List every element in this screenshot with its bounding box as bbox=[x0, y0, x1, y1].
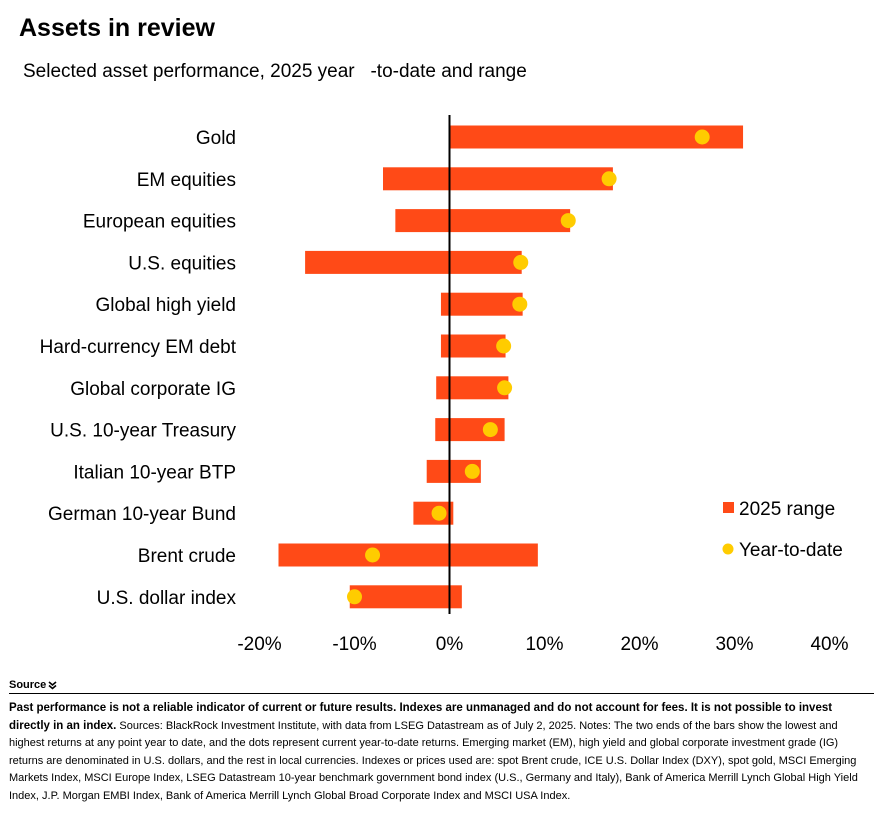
x-tick-label: 20% bbox=[620, 634, 658, 655]
x-tick-label: -20% bbox=[237, 634, 281, 655]
legend-label-range: 2025 range bbox=[739, 499, 835, 520]
category-label: European equities bbox=[83, 212, 236, 233]
range-bar bbox=[440, 292, 523, 316]
category-label: Brent crude bbox=[138, 546, 236, 567]
range-bar bbox=[278, 543, 538, 567]
range-bar bbox=[426, 459, 481, 483]
legend-swatch-range bbox=[723, 502, 734, 513]
chart-title: Assets in review bbox=[19, 14, 215, 42]
divider bbox=[9, 693, 874, 694]
x-tick-label: -10% bbox=[332, 634, 376, 655]
source-notes: Past performance is not a reliable indic… bbox=[9, 700, 875, 805]
ytd-dot bbox=[513, 254, 529, 270]
ytd-dot bbox=[496, 338, 512, 354]
x-tick-label: 40% bbox=[810, 634, 848, 655]
category-label: Global high yield bbox=[96, 295, 236, 316]
source-label: Source bbox=[9, 679, 47, 691]
category-label: Global corporate IG bbox=[70, 379, 236, 400]
ytd-dot bbox=[694, 129, 710, 145]
chart-subtitle: Selected asset performance, 2025 year -t… bbox=[23, 61, 527, 82]
x-tick-label: 10% bbox=[525, 634, 563, 655]
ytd-dot bbox=[431, 505, 447, 521]
category-label: U.S. equities bbox=[128, 253, 236, 274]
category-label: Hard-currency EM debt bbox=[40, 337, 237, 358]
legend-swatch-ytd bbox=[722, 543, 734, 555]
range-bar bbox=[436, 376, 509, 400]
ytd-dot bbox=[601, 171, 617, 187]
asset-performance-chart: Gold EM equities European equities U.S. equ… bbox=[40, 115, 849, 655]
range-bar bbox=[440, 334, 506, 358]
ytd-dot bbox=[347, 589, 362, 605]
notes-text: Sources: BlackRock Investment Institute,… bbox=[9, 719, 858, 802]
double-chevron-down-icon bbox=[48, 680, 57, 690]
ytd-dot bbox=[497, 380, 513, 396]
range-bar bbox=[383, 167, 613, 191]
ytd-dot bbox=[482, 422, 498, 438]
ytd-dot bbox=[512, 296, 528, 312]
ytd-dot bbox=[365, 547, 381, 563]
ytd-dot bbox=[464, 463, 480, 479]
category-label: Gold bbox=[196, 128, 236, 149]
legend-label-ytd: Year-to-date bbox=[739, 540, 843, 561]
category-label: German 10-year Bund bbox=[48, 504, 236, 525]
source-toggle[interactable]: Source bbox=[9, 679, 57, 691]
x-tick-label: 30% bbox=[715, 634, 753, 655]
range-bar bbox=[305, 250, 522, 274]
category-label: U.S. dollar index bbox=[97, 588, 237, 609]
disclaimer-text: Past performance is not a reliable indic… bbox=[9, 702, 833, 732]
category-label: Italian 10-year BTP bbox=[73, 462, 236, 483]
range-bar bbox=[349, 585, 462, 609]
category-label: U.S. 10-year Treasury bbox=[50, 421, 236, 442]
x-tick-label: 0% bbox=[436, 634, 464, 655]
ytd-dot bbox=[560, 213, 576, 229]
range-bar bbox=[449, 125, 744, 149]
range-bar bbox=[395, 209, 571, 233]
category-label: EM equities bbox=[137, 170, 236, 191]
